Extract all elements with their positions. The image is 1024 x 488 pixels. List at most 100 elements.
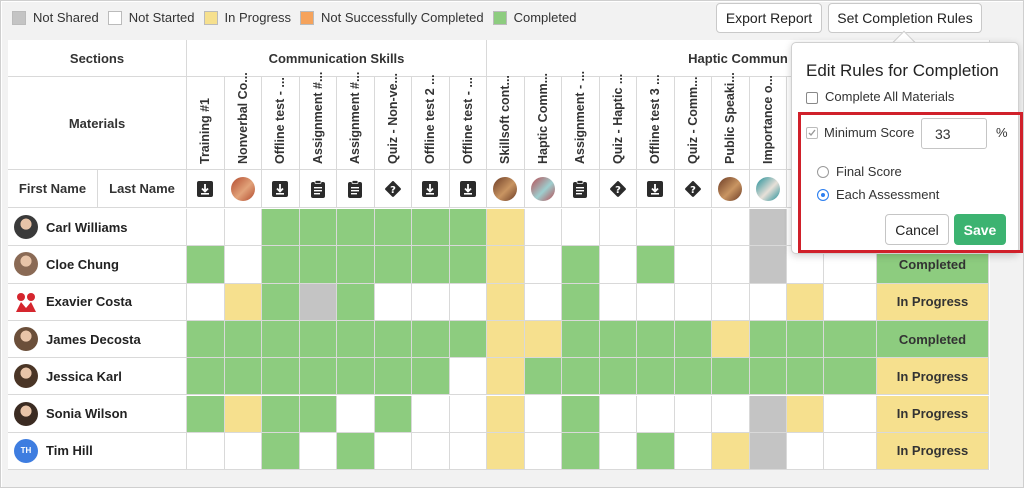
progress-cell[interactable] (637, 432, 675, 470)
progress-cell[interactable] (524, 358, 562, 396)
progress-cell[interactable] (824, 320, 877, 359)
material-header[interactable]: Offline test 2 ... (412, 74, 450, 170)
progress-cell[interactable] (712, 358, 750, 396)
progress-cell[interactable] (637, 320, 675, 359)
export-report-button[interactable]: Export Report (716, 3, 822, 33)
material-header[interactable]: Assignment - ... (562, 71, 600, 170)
progress-cell[interactable] (299, 432, 337, 470)
progress-cell[interactable] (562, 432, 600, 470)
progress-cell[interactable] (712, 209, 750, 247)
progress-cell[interactable] (224, 246, 262, 284)
progress-cell[interactable] (749, 246, 787, 284)
material-header[interactable]: Offline test - ... (449, 77, 487, 170)
progress-cell[interactable] (599, 395, 637, 433)
progress-cell[interactable] (787, 432, 824, 470)
progress-cell[interactable] (449, 432, 487, 470)
progress-cell[interactable] (749, 283, 787, 321)
progress-cell[interactable] (824, 358, 877, 396)
minimum-score-input[interactable]: 33 (921, 118, 987, 149)
progress-cell[interactable] (599, 283, 637, 321)
progress-cell[interactable] (262, 246, 300, 284)
set-completion-rules-button[interactable]: Set Completion Rules (828, 3, 982, 33)
progress-cell[interactable] (299, 209, 337, 247)
progress-cell[interactable] (224, 395, 262, 433)
progress-cell[interactable] (412, 358, 450, 396)
last-name-header[interactable]: Last Name (98, 170, 187, 208)
material-header[interactable]: Nonverbal Co... (224, 72, 262, 170)
learner-name-cell[interactable]: Cloe Chung (8, 246, 187, 284)
save-button[interactable]: Save (954, 214, 1006, 245)
progress-cell[interactable] (187, 246, 225, 284)
progress-cell[interactable] (787, 320, 824, 359)
progress-cell[interactable] (787, 358, 824, 396)
progress-cell[interactable] (299, 395, 337, 433)
final-score-radio[interactable] (817, 166, 829, 178)
progress-cell[interactable] (524, 320, 562, 359)
progress-cell[interactable] (487, 246, 525, 284)
progress-cell[interactable] (224, 209, 262, 247)
progress-cell[interactable] (824, 395, 877, 433)
progress-cell[interactable] (562, 246, 600, 284)
progress-cell[interactable] (637, 246, 675, 284)
progress-cell[interactable] (187, 283, 225, 321)
minimum-score-checkbox[interactable] (806, 127, 818, 139)
progress-cell[interactable] (712, 432, 750, 470)
progress-cell[interactable] (449, 358, 487, 396)
progress-cell[interactable] (224, 320, 262, 359)
progress-cell[interactable] (262, 358, 300, 396)
learner-name-cell[interactable]: Carl Williams (8, 209, 187, 247)
progress-cell[interactable] (449, 283, 487, 321)
progress-cell[interactable] (674, 209, 712, 247)
each-assessment-radio[interactable] (817, 189, 829, 201)
progress-cell[interactable] (674, 358, 712, 396)
progress-cell[interactable] (524, 395, 562, 433)
progress-cell[interactable] (449, 395, 487, 433)
progress-cell[interactable] (337, 395, 375, 433)
progress-cell[interactable] (337, 358, 375, 396)
progress-cell[interactable] (674, 395, 712, 433)
progress-cell[interactable] (562, 395, 600, 433)
progress-cell[interactable] (224, 432, 262, 470)
progress-cell[interactable] (224, 283, 262, 321)
progress-cell[interactable] (374, 209, 412, 247)
progress-cell[interactable] (674, 432, 712, 470)
progress-cell[interactable] (749, 209, 787, 247)
progress-cell[interactable] (599, 432, 637, 470)
progress-cell[interactable] (637, 395, 675, 433)
progress-cell[interactable] (599, 209, 637, 247)
progress-cell[interactable] (374, 432, 412, 470)
progress-cell[interactable] (374, 395, 412, 433)
progress-cell[interactable] (712, 246, 750, 284)
material-header[interactable]: Importance o... (749, 75, 787, 170)
progress-cell[interactable] (487, 209, 525, 247)
progress-cell[interactable] (749, 320, 787, 359)
progress-cell[interactable] (299, 246, 337, 284)
progress-cell[interactable] (449, 320, 487, 359)
material-header[interactable]: Quiz - Haptic ... (599, 74, 637, 170)
progress-cell[interactable] (337, 283, 375, 321)
material-header[interactable]: Offline test 3 ... (637, 74, 675, 170)
progress-cell[interactable] (374, 283, 412, 321)
progress-cell[interactable] (449, 246, 487, 284)
progress-cell[interactable] (337, 320, 375, 359)
progress-cell[interactable] (262, 283, 300, 321)
progress-cell[interactable] (637, 283, 675, 321)
progress-cell[interactable] (824, 432, 877, 470)
progress-cell[interactable] (262, 209, 300, 247)
cancel-button[interactable]: Cancel (885, 214, 949, 245)
progress-cell[interactable] (524, 432, 562, 470)
material-header[interactable]: Assignment #... (299, 72, 337, 170)
progress-cell[interactable] (562, 283, 600, 321)
progress-cell[interactable] (487, 358, 525, 396)
first-name-header[interactable]: First Name (8, 170, 98, 208)
progress-cell[interactable] (599, 320, 637, 359)
complete-all-checkbox[interactable] (806, 92, 818, 104)
learner-name-cell[interactable]: Sonia Wilson (8, 395, 187, 433)
progress-cell[interactable] (562, 358, 600, 396)
learner-name-cell[interactable]: Jessica Karl (8, 358, 187, 396)
progress-cell[interactable] (187, 432, 225, 470)
progress-cell[interactable] (412, 432, 450, 470)
progress-cell[interactable] (524, 246, 562, 284)
material-header[interactable]: Offline test - ... (262, 77, 300, 170)
progress-cell[interactable] (562, 209, 600, 247)
